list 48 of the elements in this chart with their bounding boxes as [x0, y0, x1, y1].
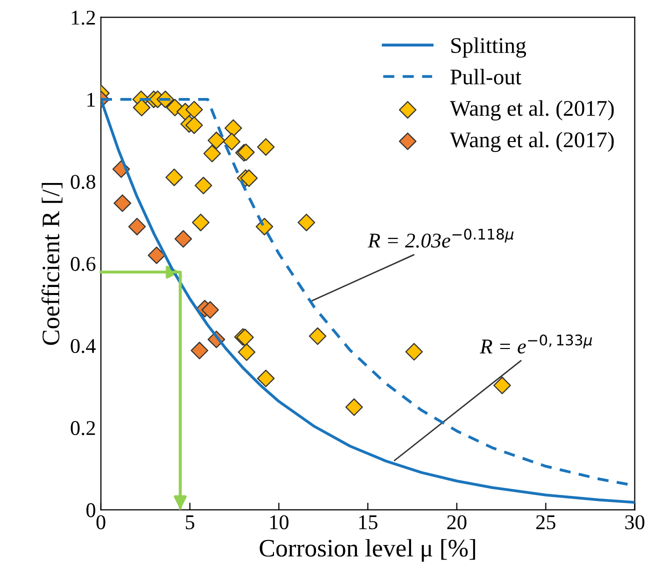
y-axis-title: Coefficient R [/]	[42, 182, 62, 345]
point	[405, 342, 423, 361]
point	[165, 168, 183, 186]
point	[298, 214, 316, 232]
legend-label: Pull-out	[450, 68, 522, 85]
legend-label: Splitting	[451, 37, 526, 58]
point	[240, 169, 258, 187]
point	[185, 116, 203, 134]
point	[185, 100, 203, 118]
y-tick-label: 0	[86, 503, 96, 518]
y-tick-label: 0.2	[70, 421, 95, 436]
point	[190, 342, 208, 360]
point	[148, 246, 166, 264]
point	[222, 132, 240, 150]
point	[132, 98, 150, 116]
point	[493, 376, 511, 394]
legend-label: Wang et al. (2017)	[450, 132, 614, 152]
point	[345, 398, 363, 416]
x-tick-label: 30	[625, 515, 644, 530]
x-tick-label: 10	[270, 515, 288, 530]
point	[201, 301, 219, 319]
y-tick-label: 1	[87, 92, 95, 107]
y-tick-label: 0.6	[70, 256, 96, 272]
annotation: R = 2.03e$^{−0.118μ}$	[368, 228, 514, 248]
y-tick-label: 0.4	[70, 338, 96, 354]
point	[194, 176, 212, 194]
point	[128, 218, 146, 236]
y-tick-label: 1.2	[72, 10, 95, 25]
point	[114, 194, 132, 212]
point	[308, 327, 326, 345]
annotation: R = e$^{−0,133μ}$	[480, 334, 592, 354]
legend-label: Wang et al. (2017)	[450, 100, 614, 120]
point	[203, 144, 221, 162]
x-tick-label: 25	[536, 515, 556, 530]
point	[238, 343, 256, 361]
x-tick-label: 0	[96, 515, 106, 530]
x-tick-label: 5	[186, 515, 194, 530]
x-axis-title: Corrosion level μ [%]	[260, 539, 476, 562]
point	[257, 370, 275, 388]
y-tick-label: 0.8	[70, 174, 96, 189]
x-tick-label: 20	[447, 515, 466, 530]
x-tick-label: 15	[359, 515, 378, 530]
point	[174, 230, 192, 248]
point	[256, 218, 274, 236]
point	[208, 132, 226, 150]
point	[224, 119, 242, 137]
point	[192, 214, 210, 232]
point	[257, 138, 275, 156]
